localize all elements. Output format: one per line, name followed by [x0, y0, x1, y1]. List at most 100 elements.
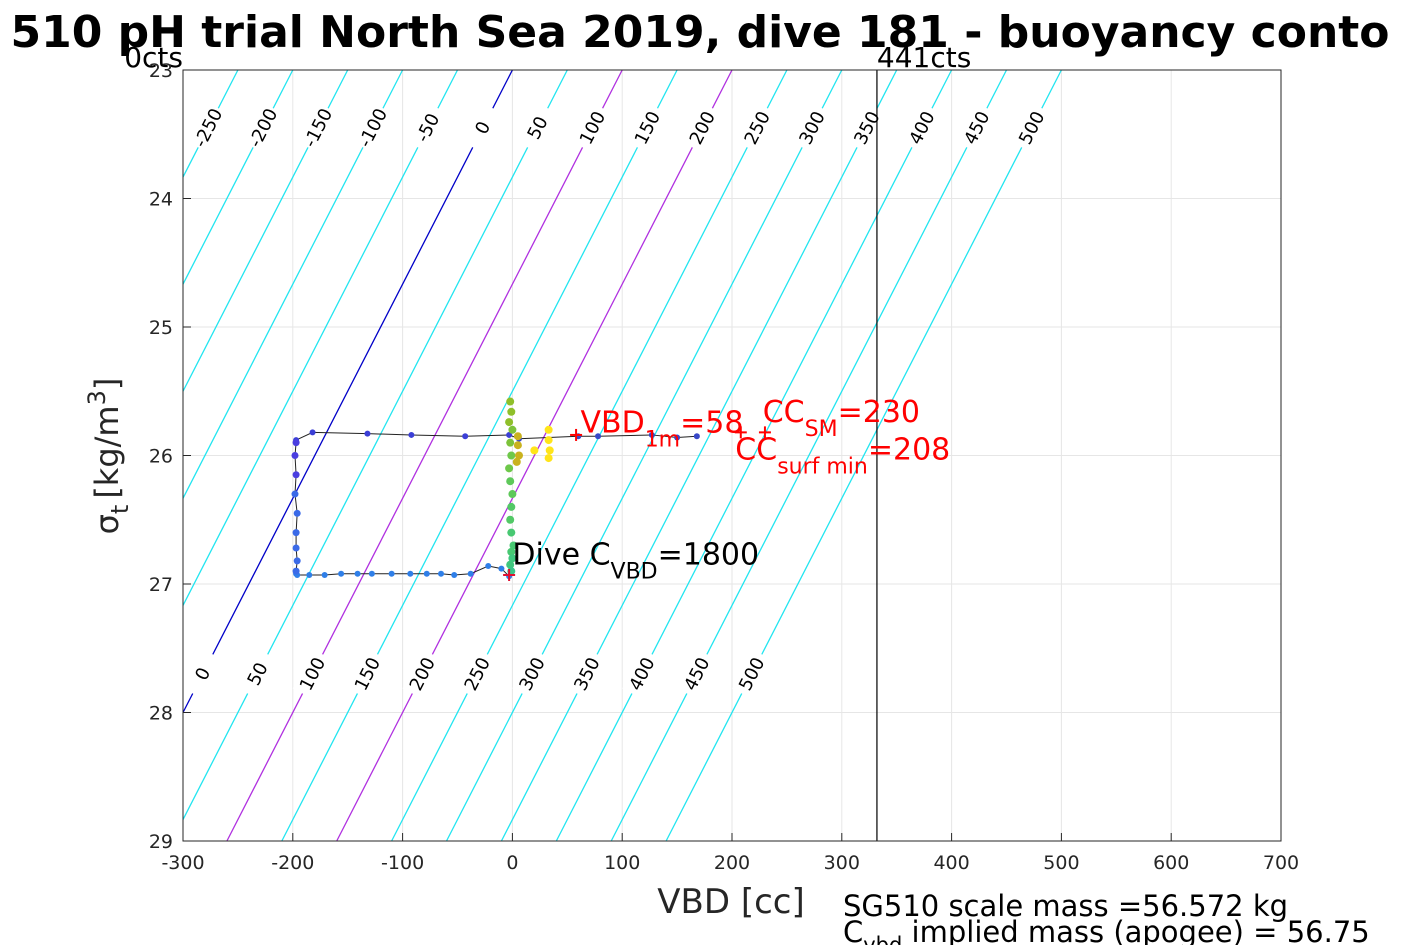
- x-tick-label: 700: [1263, 852, 1299, 874]
- contour-label-background: [462, 103, 503, 153]
- trace-point: [451, 572, 458, 579]
- annotation-value: =230: [838, 395, 920, 430]
- x-tick-label: -100: [381, 852, 424, 874]
- chart-title: 510 pH trial North Sea 2019, dive 181 - …: [10, 7, 1389, 58]
- contour-line: [500, 69, 898, 842]
- trace-point: [467, 570, 474, 577]
- y-tick-label: 23: [149, 60, 173, 82]
- x-tick-label: 600: [1153, 852, 1189, 874]
- x-tick-label: 0: [506, 852, 518, 874]
- x-tick-label: -200: [271, 852, 314, 874]
- trace-point: [513, 441, 522, 450]
- trace-point: [513, 432, 522, 441]
- axes: -300 -200 -100 0 100 200 300 400 500 600 700 23 24 25…: [149, 60, 1299, 874]
- contour-line: [182, 69, 459, 606]
- y-axis-label-superscript: 3: [83, 390, 111, 405]
- trace-point: [292, 471, 300, 479]
- contour-line: [182, 69, 568, 820]
- contour-label-background: [237, 649, 278, 699]
- contour-label-background: [567, 649, 607, 699]
- contour-label-background: [517, 103, 558, 153]
- trace-point: [508, 425, 517, 434]
- trace-point: [438, 570, 445, 577]
- y-axis-label-subscript: t: [106, 505, 134, 514]
- contour-label-background: [682, 103, 723, 153]
- trace-point: [507, 407, 516, 416]
- contour-line: [445, 69, 843, 842]
- trace-point: [309, 429, 316, 436]
- trace-point: [423, 570, 430, 577]
- annotation-dive_cvbd: Dive CVBD=1800: [512, 538, 759, 585]
- contour-line: [391, 69, 788, 842]
- contour-line: [665, 69, 1062, 842]
- trace-point: [293, 509, 301, 517]
- count-marker-lines: 0cts 441cts: [124, 41, 971, 841]
- x-tick-label: 100: [604, 852, 640, 874]
- trace-point: [368, 570, 375, 577]
- contour-label-background: [957, 103, 997, 153]
- y-tick-label: 26: [149, 446, 173, 468]
- y-tick-label: 24: [149, 189, 173, 211]
- annotation-value: =1800: [658, 538, 759, 573]
- trace-point: [498, 565, 505, 572]
- scale-mass-text: SG510 scale mass =56.572 kg: [843, 889, 1288, 923]
- y-axis-label: σt [kg/m3]: [83, 378, 134, 535]
- trace-point: [291, 490, 299, 498]
- contour-line: [555, 69, 953, 842]
- x-tick-label: 400: [933, 852, 969, 874]
- contour-line: [226, 69, 623, 842]
- trace-point: [354, 570, 361, 577]
- x-tick-label: 200: [714, 852, 750, 874]
- trace-point: [544, 436, 553, 445]
- x-tick-label: 300: [824, 852, 860, 874]
- contour-label-background: [188, 103, 229, 153]
- y-tick-label: 27: [149, 574, 173, 596]
- trace-point: [674, 434, 681, 441]
- trace-point: [505, 464, 514, 473]
- contour-label-background: [1011, 103, 1052, 153]
- y-axis-label-symbol: σ: [88, 514, 126, 534]
- annotation-subscript: VBD: [611, 560, 658, 585]
- contour-label-background: [731, 649, 772, 699]
- trace-point: [364, 430, 371, 437]
- y-tick-label: 29: [149, 831, 173, 853]
- contour-line: [610, 69, 1008, 842]
- contour-label-background: [677, 649, 717, 699]
- trace-point: [514, 451, 523, 460]
- dive-trace: [291, 397, 771, 582]
- trace-point: [292, 439, 300, 447]
- contour-label-background: [737, 103, 778, 153]
- trace-point: [407, 570, 414, 577]
- x-tick-label: 500: [1043, 852, 1079, 874]
- trace-point: [544, 425, 553, 434]
- buoyancy-contours: [182, 69, 1062, 842]
- contour-label-background: [408, 103, 448, 153]
- annotation-subscript: SM: [805, 417, 838, 442]
- x-axis-label: VBD [cc]: [657, 882, 805, 922]
- implied-mass-text: Cvbd implied mass (apogee) = 56.75: [843, 915, 1370, 945]
- x-tick-label: -300: [161, 852, 204, 874]
- annotation-value: =208: [868, 432, 950, 467]
- trace-point: [292, 567, 300, 575]
- y-axis-label-close: ]: [88, 378, 126, 390]
- annotation-main: CC: [735, 432, 777, 467]
- trace-point: [506, 560, 515, 569]
- trace-point: [506, 438, 515, 447]
- annotation-subscript: surf min: [777, 454, 868, 479]
- contour-line: [336, 69, 733, 842]
- trace-point: [293, 557, 301, 565]
- annotation-cc_sm: CCSM=230: [763, 395, 920, 442]
- trace-point: [595, 433, 602, 440]
- trace-point: [507, 528, 516, 537]
- trace-point: [506, 515, 515, 524]
- contour-label-background: [572, 103, 613, 153]
- trace-point: [485, 563, 492, 570]
- contour-label-background: [347, 649, 388, 699]
- trace-point: [338, 570, 345, 577]
- annotation-main: Dive C: [512, 538, 610, 573]
- count-marker-label: 0cts: [124, 41, 183, 74]
- count-marker-label: 441cts: [877, 41, 971, 74]
- trace-point: [509, 541, 518, 550]
- trace-point: [648, 431, 655, 438]
